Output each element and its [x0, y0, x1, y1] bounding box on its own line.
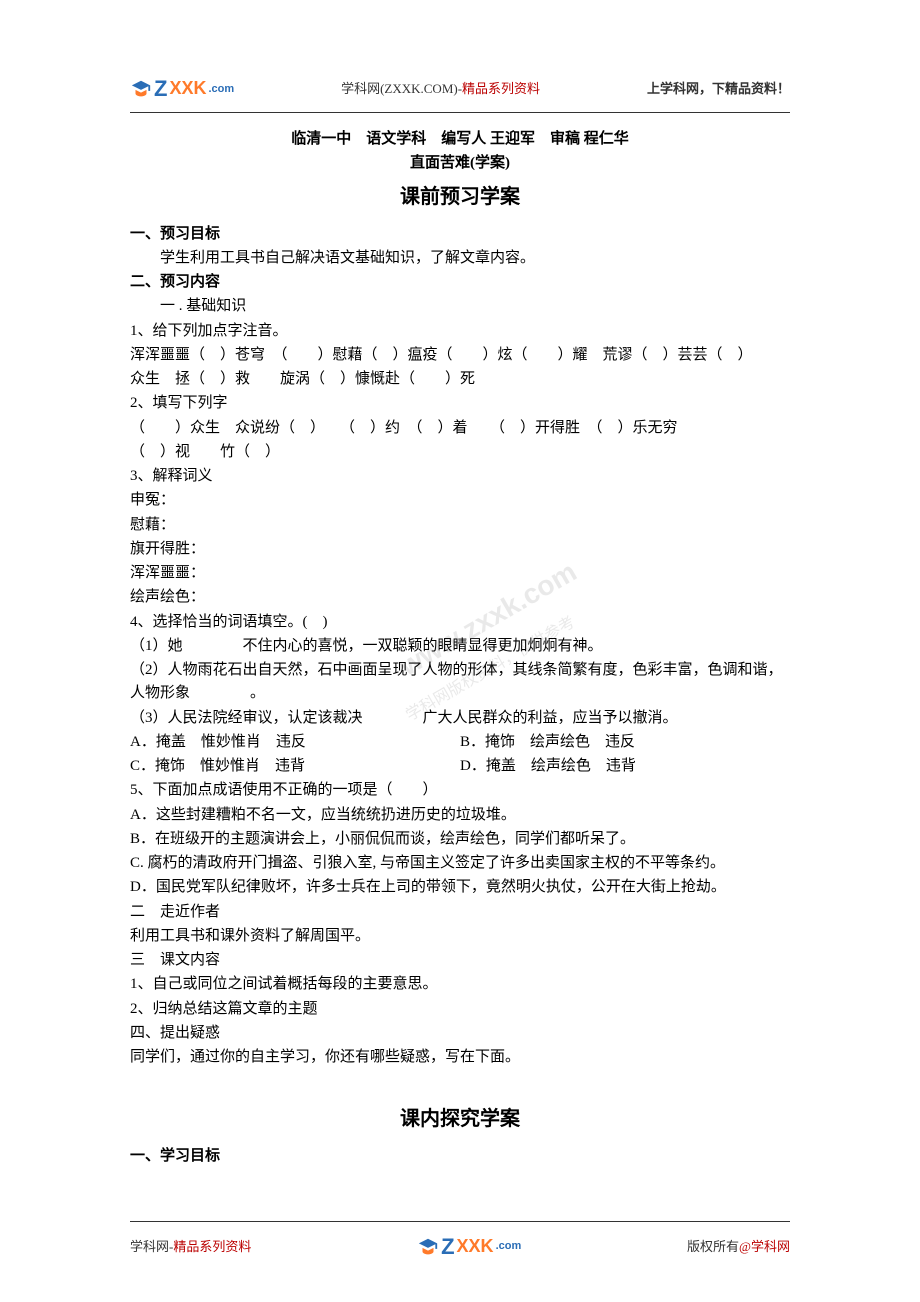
q4-options-row2: C．掩饰 惟妙惟肖 违背 D．掩盖 绘声绘色 违背: [130, 755, 790, 778]
q1-line1: 浑浑噩噩（ ）苍穹 （ ）慰藉（ ）瘟疫（ ）炫（ ）耀 荒谬（ ）芸芸（ ）: [130, 344, 790, 367]
q4-options-row1: A．掩盖 惟妙惟肖 违反 B．掩饰 绘声绘色 违反: [130, 731, 790, 754]
q5-A: A．这些封建糟粕不名一文，应当统统扔进历史的垃圾堆。: [130, 804, 790, 827]
logo-com: .com: [496, 1238, 522, 1255]
spacer: [130, 1070, 790, 1098]
doc-title-line1: 临清一中 语文学科 编写人 王迎军 审稿 程仁华: [130, 128, 790, 151]
subhead-author: 二 走近作者: [130, 901, 790, 924]
q4-optA: A．掩盖 惟妙惟肖 违反: [130, 731, 460, 754]
q4-optC: C．掩饰 惟妙惟肖 违背: [130, 755, 460, 778]
doc-title-line2: 直面苦难(学案): [130, 152, 790, 175]
logo-z: Z: [154, 72, 167, 106]
footer-left-prefix: 学科网-: [130, 1239, 173, 1254]
heading-preview-target: 一、预习目标: [130, 223, 790, 246]
footer-left: 学科网-精品系列资料: [130, 1237, 251, 1257]
header-center-prefix: 学科网(ZXXK.COM)-: [341, 81, 462, 96]
header-center-suffix: 精品系列资料: [462, 81, 540, 96]
q2-line1: （ ）众生 众说纷（ ） （ ）约 （ ）着 （ ）开得胜 （ ）乐无穷: [130, 417, 790, 440]
heading-preview-content: 二、预习内容: [130, 271, 790, 294]
footer-logo: Z XXK .com: [417, 1230, 521, 1264]
logo-xxk: XXK: [457, 1233, 494, 1261]
q3-line3: 旗开得胜：: [130, 538, 790, 561]
q3-line2: 慰藉：: [130, 514, 790, 537]
header-center: 学科网(ZXXK.COM)-精品系列资料: [341, 79, 540, 99]
text-line2: 2、归纳总结这篇文章的主题: [130, 998, 790, 1021]
footer-right: 版权所有@学科网: [687, 1237, 790, 1257]
footer-right-prefix: 版权所有: [687, 1239, 739, 1254]
q1-line2: 众生 拯（ ）救 旋涡（ ）慷慨赴（ ）死: [130, 368, 790, 391]
subhead-basics: 一 . 基础知识: [130, 295, 790, 318]
q2-line2: （ ）视 竹（ ）: [130, 441, 790, 464]
graduate-icon: [130, 78, 152, 100]
header-right: 上学科网，下精品资料！: [647, 79, 790, 99]
logo-com: .com: [208, 81, 234, 98]
footer-right-suffix: @学科网: [739, 1239, 790, 1254]
logo-z: Z: [441, 1230, 454, 1264]
q5-C: C. 腐朽的清政府开门揖盗、引狼入室, 与帝国主义签定了许多出卖国家主权的不平等…: [130, 852, 790, 875]
page-header: Z XXK .com 学科网(ZXXK.COM)-精品系列资料 上学科网，下精品…: [130, 72, 790, 113]
q4-line1: （1）她 不住内心的喜悦，一双聪颖的眼睛显得更加炯炯有神。: [130, 635, 790, 658]
q3-line1: 申冤：: [130, 489, 790, 512]
text-line1: 1、自己或同位之间试着概括每段的主要意思。: [130, 973, 790, 996]
section-title-2: 课内探究学案: [130, 1104, 790, 1135]
header-logo: Z XXK .com: [130, 72, 234, 106]
q4: 4、选择恰当的词语填空。( ): [130, 611, 790, 634]
author-line: 利用工具书和课外资料了解周国平。: [130, 925, 790, 948]
doubt-line: 同学们，通过你的自主学习，你还有哪些疑惑，写在下面。: [130, 1046, 790, 1069]
q3-line5: 绘声绘色：: [130, 586, 790, 609]
q5-B: B．在班级开的主题演讲会上，小丽侃侃而谈，绘声绘色，同学们都听呆了。: [130, 828, 790, 851]
q4-line2: （2）人物雨花石出自天然，石中画面呈现了人物的形体，其线条简繁有度，色彩丰富，色…: [130, 659, 790, 706]
para-target: 学生利用工具书自己解决语文基础知识，了解文章内容。: [130, 247, 790, 270]
subhead-doubt: 四、提出疑惑: [130, 1022, 790, 1045]
q4-optB: B．掩饰 绘声绘色 违反: [460, 731, 790, 754]
subhead-text: 三 课文内容: [130, 949, 790, 972]
q5: 5、下面加点成语使用不正确的一项是（ ）: [130, 779, 790, 802]
q4-optD: D．掩盖 绘声绘色 违背: [460, 755, 790, 778]
q3-line4: 浑浑噩噩：: [130, 562, 790, 585]
q1: 1、给下列加点字注音。: [130, 320, 790, 343]
footer-left-suffix: 精品系列资料: [173, 1239, 251, 1254]
logo-xxk: XXK: [169, 75, 206, 103]
heading-study-target: 一、学习目标: [130, 1145, 790, 1168]
q5-D: D．国民党军队纪律败坏，许多士兵在上司的带领下，竟然明火执仗，公开在大街上抢劫。: [130, 876, 790, 899]
q2: 2、填写下列字: [130, 392, 790, 415]
page-footer: 学科网-精品系列资料 Z XXK .com 版权所有@学科网: [130, 1221, 790, 1264]
document-body: 临清一中 语文学科 编写人 王迎军 审稿 程仁华 直面苦难(学案) 课前预习学案…: [130, 128, 790, 1169]
q4-line3: （3）人民法院经审议，认定该裁决 广大人民群众的利益，应当予以撤消。: [130, 707, 790, 730]
graduate-icon: [417, 1236, 439, 1258]
section-title-1: 课前预习学案: [130, 182, 790, 213]
q3: 3、解释词义: [130, 465, 790, 488]
